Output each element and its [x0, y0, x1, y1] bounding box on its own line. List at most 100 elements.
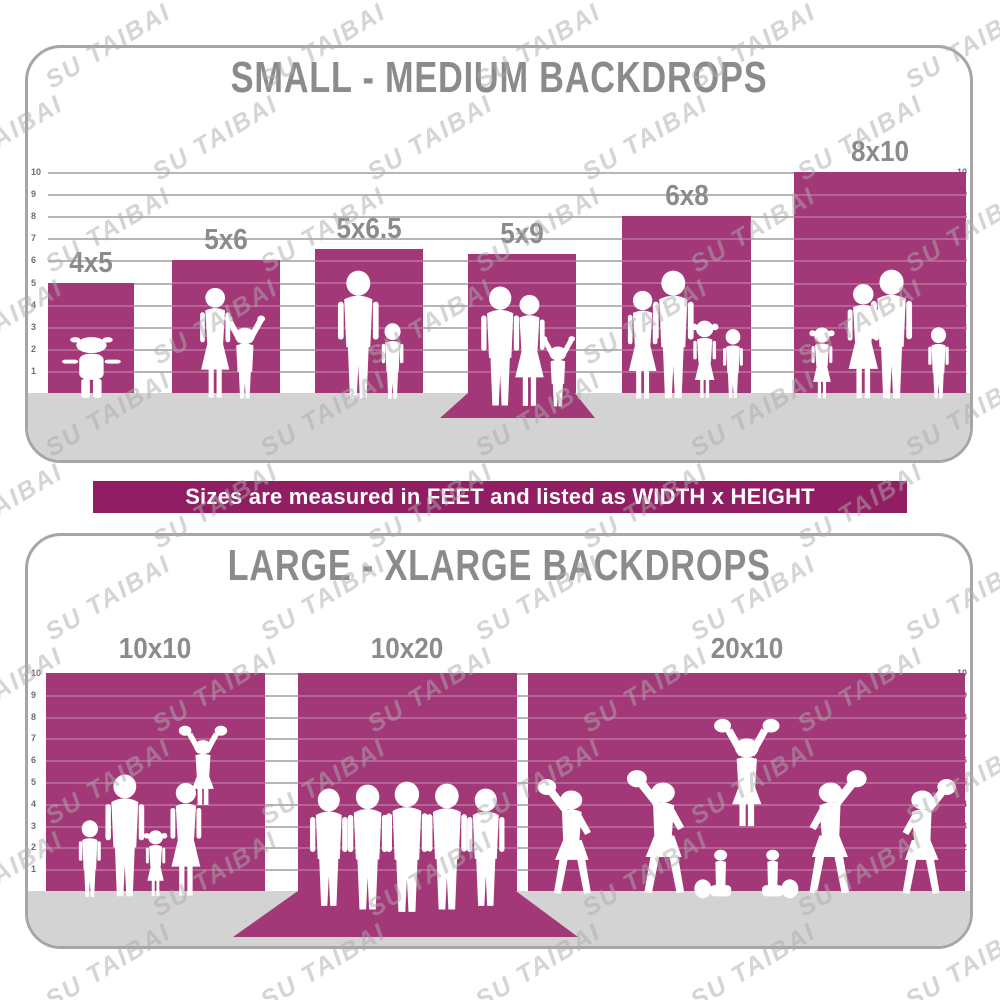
- silhouette-man: [327, 269, 390, 399]
- silhouette-pom: [694, 879, 712, 899]
- size-label-5x6-5: 5x6.5: [336, 213, 402, 246]
- gridline-overlay: [172, 348, 280, 351]
- gridline-overlay: [794, 348, 966, 351]
- gridline-9ft: [48, 194, 950, 197]
- silhouette-man: [457, 787, 515, 907]
- gridline-overlay: [46, 738, 265, 741]
- gridline-overlay: [315, 348, 423, 351]
- watermark-text: SU TAIBAI: [148, 0, 284, 3]
- silhouette-cheer-v: [713, 718, 781, 827]
- gridline-7ft: [48, 238, 950, 241]
- ruler-tick-label-left: 10: [31, 167, 42, 177]
- gridline-overlay: [794, 370, 966, 373]
- silhouette-kneel: [703, 838, 738, 897]
- gridline-overlay: [46, 803, 265, 806]
- gridline-overlay: [46, 782, 265, 784]
- info-banner: Sizes are measured in FEET and listed as…: [93, 481, 907, 513]
- size-label-8x10: 8x10: [850, 136, 910, 168]
- size-label-10x10: 10x10: [118, 633, 192, 665]
- size-label-5x9: 5x9: [499, 217, 544, 250]
- silhouette-girl: [138, 829, 173, 897]
- gridline-overlay: [528, 803, 965, 806]
- gridline-overlay: [528, 869, 965, 872]
- silhouette-cheer-side-l: [533, 777, 603, 897]
- silhouette-man: [375, 780, 439, 913]
- gridline-overlay: [622, 282, 751, 285]
- silhouette-girl: [803, 326, 841, 399]
- gridline-overlay: [315, 370, 423, 373]
- silhouette-woman: [501, 293, 558, 407]
- gridline-overlay: [794, 260, 966, 263]
- ruler-tick-label-left: 5: [31, 277, 37, 288]
- ruler-tick-label-left: 2: [31, 842, 37, 853]
- gridline-overlay: [298, 760, 517, 763]
- gridline-overlay: [794, 194, 966, 197]
- silhouette-kid-armsup: [219, 313, 271, 399]
- ruler-tick-label-left: 8: [31, 211, 37, 222]
- floor-sweep-5x9: [440, 393, 595, 418]
- gridline-overlay: [298, 716, 517, 719]
- gridline-overlay: [622, 238, 751, 241]
- ruler-tick-label-left: 3: [31, 820, 37, 831]
- gridline-overlay: [298, 694, 517, 697]
- silhouette-cheer-side-r: [891, 777, 961, 897]
- panel-small-medium-backdrops: 11223344556677889910104x55x65x6.55x96x88…: [25, 45, 973, 463]
- ruler-tick-label-left: 7: [31, 233, 37, 244]
- silhouette-girl: [684, 319, 725, 399]
- size-label-20x10: 20x10: [710, 633, 783, 665]
- ruler-tick-label-left: 6: [31, 255, 37, 266]
- gridline-overlay: [622, 348, 751, 351]
- gridline-overlay: [794, 238, 966, 241]
- silhouette-cheer-side-l: [622, 768, 697, 897]
- gridline-overlay: [468, 282, 576, 285]
- panel-large-xlarge-backdrops: 112233445566778899101010x1010x2020x10 LA…: [25, 533, 973, 949]
- gridline-overlay: [622, 370, 751, 373]
- silhouette-boy: [716, 328, 750, 399]
- silhouette-man: [471, 285, 529, 407]
- gridline-overlay: [468, 260, 576, 263]
- silhouette-man: [642, 269, 705, 399]
- gridline-overlay: [528, 847, 965, 850]
- size-chart-small-medium: 11223344556677889910104x55x65x6.55x96x88…: [28, 48, 970, 460]
- ruler-tick-label-left: 8: [31, 711, 37, 722]
- gridline-overlay: [172, 304, 280, 307]
- silhouette-boy: [374, 322, 411, 399]
- silhouette-kneel: [755, 838, 790, 897]
- watermark-text: SU TAIBAI: [363, 0, 499, 3]
- ruler-tick-label-left: 7: [31, 733, 37, 744]
- watermark-text: SU TAIBAI: [0, 0, 69, 3]
- gridline-10ft: [48, 172, 950, 174]
- gridline-overlay: [528, 694, 965, 697]
- size-chart-large-xlarge: 112233445566778899101010x1010x2020x10: [28, 536, 970, 946]
- gridline-overlay: [528, 716, 965, 719]
- gridline-8ft: [48, 216, 950, 219]
- panel-title-large-xlarge: LARGE - XLARGE BACKDROPS: [28, 544, 970, 588]
- ruler-tick-label-left: 2: [31, 343, 37, 354]
- ruler-tick-label-left: 3: [31, 321, 37, 332]
- silhouette-pom: [781, 879, 799, 899]
- ruler-tick-label-left: 1: [31, 365, 37, 376]
- watermark-text: SU TAIBAI: [793, 0, 929, 3]
- silhouette-boy: [71, 819, 109, 897]
- silhouette-man: [416, 782, 478, 911]
- ruler-tick-label-left: 4: [31, 299, 37, 310]
- gridline-overlay: [46, 716, 265, 719]
- gridline-overlay: [315, 260, 423, 263]
- watermark-text: SU TAIBAI: [578, 0, 714, 3]
- size-label-6x8: 6x8: [664, 180, 709, 213]
- gridline-overlay: [622, 260, 751, 263]
- silhouette-toddler: [61, 335, 122, 399]
- panel-title-text: SMALL - MEDIUM BACKDROPS: [230, 53, 768, 102]
- silhouette-man: [95, 773, 155, 897]
- gridline-overlay: [46, 694, 265, 697]
- gridline-overlay: [46, 825, 265, 828]
- ruler-tick-label-left: 1: [31, 864, 37, 875]
- gridline-overlay: [622, 326, 751, 329]
- ruler-tick-label-left: 4: [31, 798, 37, 809]
- ruler-tick-label-left: 6: [31, 755, 37, 766]
- panel-title-text: LARGE - XLARGE BACKDROPS: [227, 541, 771, 590]
- silhouette-boy: [921, 326, 956, 399]
- silhouette-kid-armsup: [536, 334, 580, 407]
- gridline-overlay: [48, 326, 134, 329]
